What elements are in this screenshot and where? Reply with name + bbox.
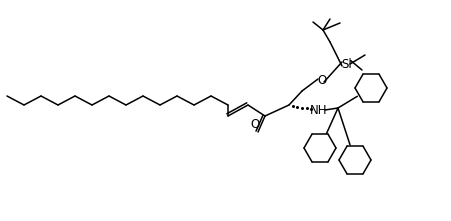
Text: NH: NH <box>310 103 328 116</box>
Text: O: O <box>318 74 327 86</box>
Text: O: O <box>250 118 260 131</box>
Text: Si: Si <box>341 57 352 70</box>
